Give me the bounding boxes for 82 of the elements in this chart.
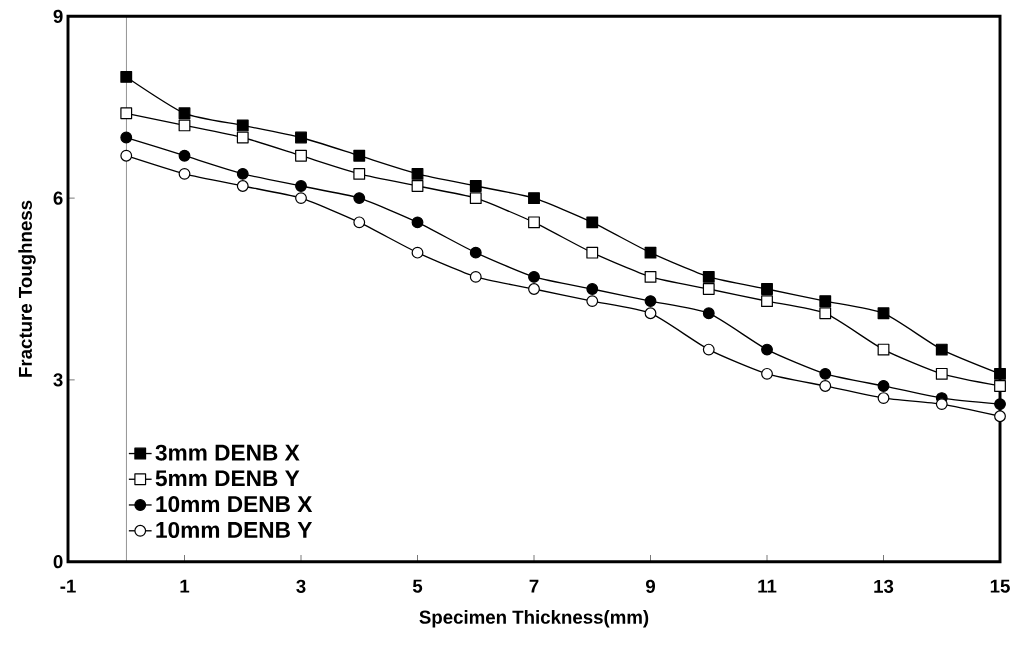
point xyxy=(994,410,1006,423)
point xyxy=(877,392,890,404)
point xyxy=(586,295,599,308)
point xyxy=(411,180,424,192)
point xyxy=(295,180,307,192)
point xyxy=(120,71,133,83)
point xyxy=(994,398,1006,411)
point xyxy=(178,107,191,120)
y-tick-label: 9 xyxy=(53,9,63,23)
y-tick-label: 6 xyxy=(53,191,63,205)
point xyxy=(644,270,657,283)
x-tick-label: 9 xyxy=(645,579,656,593)
point xyxy=(586,246,599,259)
point xyxy=(994,367,1006,380)
point xyxy=(994,380,1006,392)
point xyxy=(644,246,657,259)
x-tick-label: 15 xyxy=(990,579,1010,593)
point xyxy=(702,283,715,295)
point xyxy=(935,367,948,380)
point xyxy=(178,119,191,132)
y-axis-title: Fracture Toughness xyxy=(18,200,36,377)
point xyxy=(120,131,133,144)
point xyxy=(236,131,249,144)
point xyxy=(469,192,482,205)
point xyxy=(819,295,832,308)
point xyxy=(236,167,249,180)
point xyxy=(528,270,540,283)
legend-label: 10mm DENB Y xyxy=(156,521,313,538)
point xyxy=(586,283,599,295)
x-tick-label: 13 xyxy=(874,579,894,593)
x-tick-label: 11 xyxy=(758,579,777,593)
point xyxy=(644,307,657,320)
point xyxy=(819,367,832,380)
x-tick-label: 5 xyxy=(412,579,423,593)
point xyxy=(877,343,890,356)
point xyxy=(761,283,773,295)
point xyxy=(761,295,773,308)
point xyxy=(586,216,599,229)
point xyxy=(528,283,540,295)
point xyxy=(702,307,715,320)
point xyxy=(295,131,307,144)
point xyxy=(353,192,366,205)
point xyxy=(295,192,307,205)
point xyxy=(353,216,366,229)
x-tick-label: 3 xyxy=(296,579,306,593)
point xyxy=(819,380,832,392)
point xyxy=(236,180,249,192)
point xyxy=(411,216,424,229)
point xyxy=(295,149,307,162)
point xyxy=(411,246,424,259)
point xyxy=(935,343,948,356)
point xyxy=(761,367,773,380)
legend-label: 10mm DENB X xyxy=(156,496,313,513)
point xyxy=(935,398,948,411)
point xyxy=(702,270,715,283)
point xyxy=(528,216,540,229)
y-tick-label: 0 xyxy=(53,555,63,569)
x-tick-label: -1 xyxy=(60,579,76,593)
point xyxy=(702,343,715,356)
point xyxy=(469,180,482,192)
point xyxy=(178,167,191,180)
point xyxy=(120,149,133,162)
point xyxy=(469,246,482,259)
point xyxy=(353,149,366,162)
point xyxy=(644,295,657,308)
point xyxy=(761,343,773,356)
point xyxy=(236,119,249,132)
x-tick-label: 1 xyxy=(180,579,190,593)
x-axis-title: Specimen Thickness(mm) xyxy=(419,610,649,628)
point xyxy=(178,149,191,162)
point xyxy=(528,192,540,205)
point xyxy=(411,167,424,180)
legend-label: 5mm DENB Y xyxy=(155,470,300,487)
point xyxy=(877,307,890,320)
legend-label: 3mm DENB X xyxy=(155,444,300,461)
point xyxy=(353,167,366,180)
point xyxy=(120,107,133,120)
point xyxy=(819,307,832,320)
x-tick-label: 7 xyxy=(529,579,539,593)
point xyxy=(469,270,482,283)
y-tick-label: 3 xyxy=(53,373,63,387)
point xyxy=(877,380,890,392)
